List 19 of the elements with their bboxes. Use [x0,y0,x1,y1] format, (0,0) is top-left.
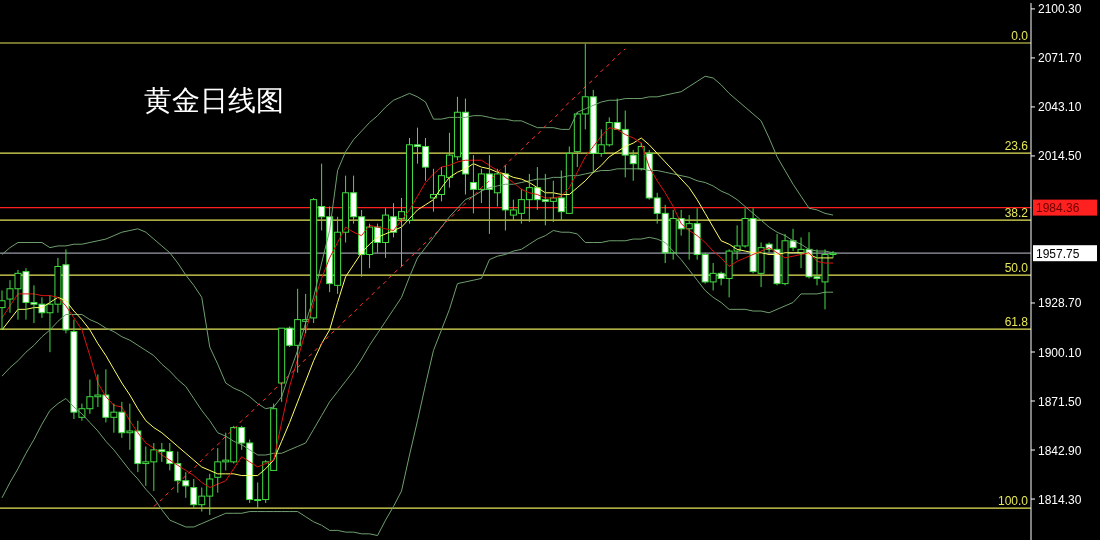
annotation: 0.0 [1011,29,1029,44]
annotation: 61.8 [1004,315,1029,330]
y-tick-label: 1871.50 [1038,394,1082,409]
y-tick-label: 1842.90 [1038,443,1082,458]
ref-line-label: 1957.75 [1036,246,1080,261]
ref-line-label: 1984.36 [1036,201,1080,216]
y-tick-label: 2043.10 [1038,100,1082,115]
y-tick-label: 2014.50 [1038,149,1082,164]
text: 黄金日线图 [144,85,284,116]
y-tick-label: 2100.30 [1038,2,1082,17]
annotation: 100.0 [997,494,1029,509]
annotation: 50.0 [1004,261,1029,276]
y-tick-label: 1814.30 [1038,492,1082,507]
y-tick-label: 2071.70 [1038,51,1082,66]
annotation: 23.6 [1004,139,1029,154]
y-tick-label: 1900.10 [1038,345,1082,360]
annotation: 38.2 [1004,206,1029,221]
y-tick-label: 1928.70 [1038,296,1082,311]
candlestick [0,289,6,331]
